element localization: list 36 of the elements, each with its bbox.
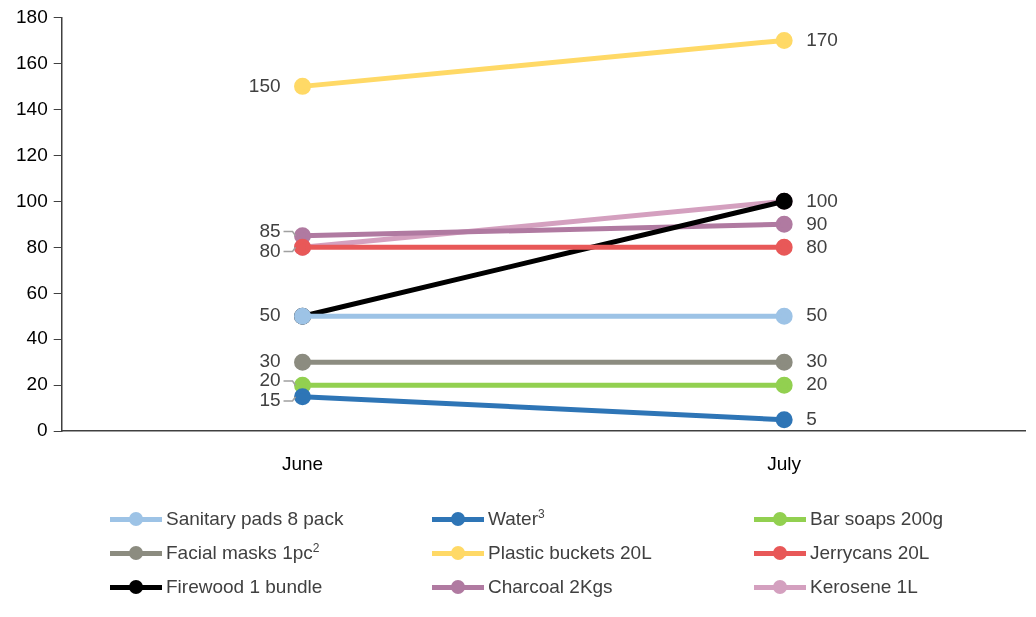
data-label: 90 [806,212,828,234]
data-label: 85 [259,219,281,241]
data-label: 100 [806,189,838,211]
legend-label: Kerosene 1L [810,576,918,598]
y-tick-label: 80 [26,235,48,257]
data-label: 80 [259,239,281,261]
data-label: 20 [259,369,281,391]
legend-label: Plastic buckets 20L [488,542,652,564]
x-tick-label: June [281,452,324,474]
y-tick-label: 20 [26,373,48,395]
data-label: 50 [259,304,281,326]
data-label: 20 [806,373,828,395]
data-label: 80 [806,235,828,257]
y-tick-label: 160 [16,51,48,73]
data-label: 170 [806,28,838,50]
data-label: 150 [248,74,281,96]
legend-label: Water$^{3}$ [488,507,545,531]
legend-label: Sanitary pads 8 pack [166,508,344,530]
y-tick-label: 100 [16,189,48,211]
data-label: 5 [806,407,817,429]
data-label: 30 [259,350,281,372]
data-label: 15 [259,389,281,411]
x-tick-label: July [767,452,802,474]
legend-label: Firewood 1 bundle [166,576,323,598]
data-label: 50 [806,304,828,326]
y-tick-label: 60 [26,281,48,303]
y-tick-label: 0 [37,419,48,441]
legend-label: Jerrycans 20L [810,542,930,564]
legend-label: Charcoal 2Kgs [488,576,613,598]
data-label: 30 [806,350,828,372]
legend-label: Facial masks 1pc$^{2}$ [166,541,320,565]
y-tick-label: 40 [26,327,48,349]
y-tick-label: 140 [16,97,48,119]
y-tick-label: 180 [16,5,48,27]
legend-label: Bar soaps 200g [810,508,944,530]
y-tick-label: 120 [16,143,48,165]
